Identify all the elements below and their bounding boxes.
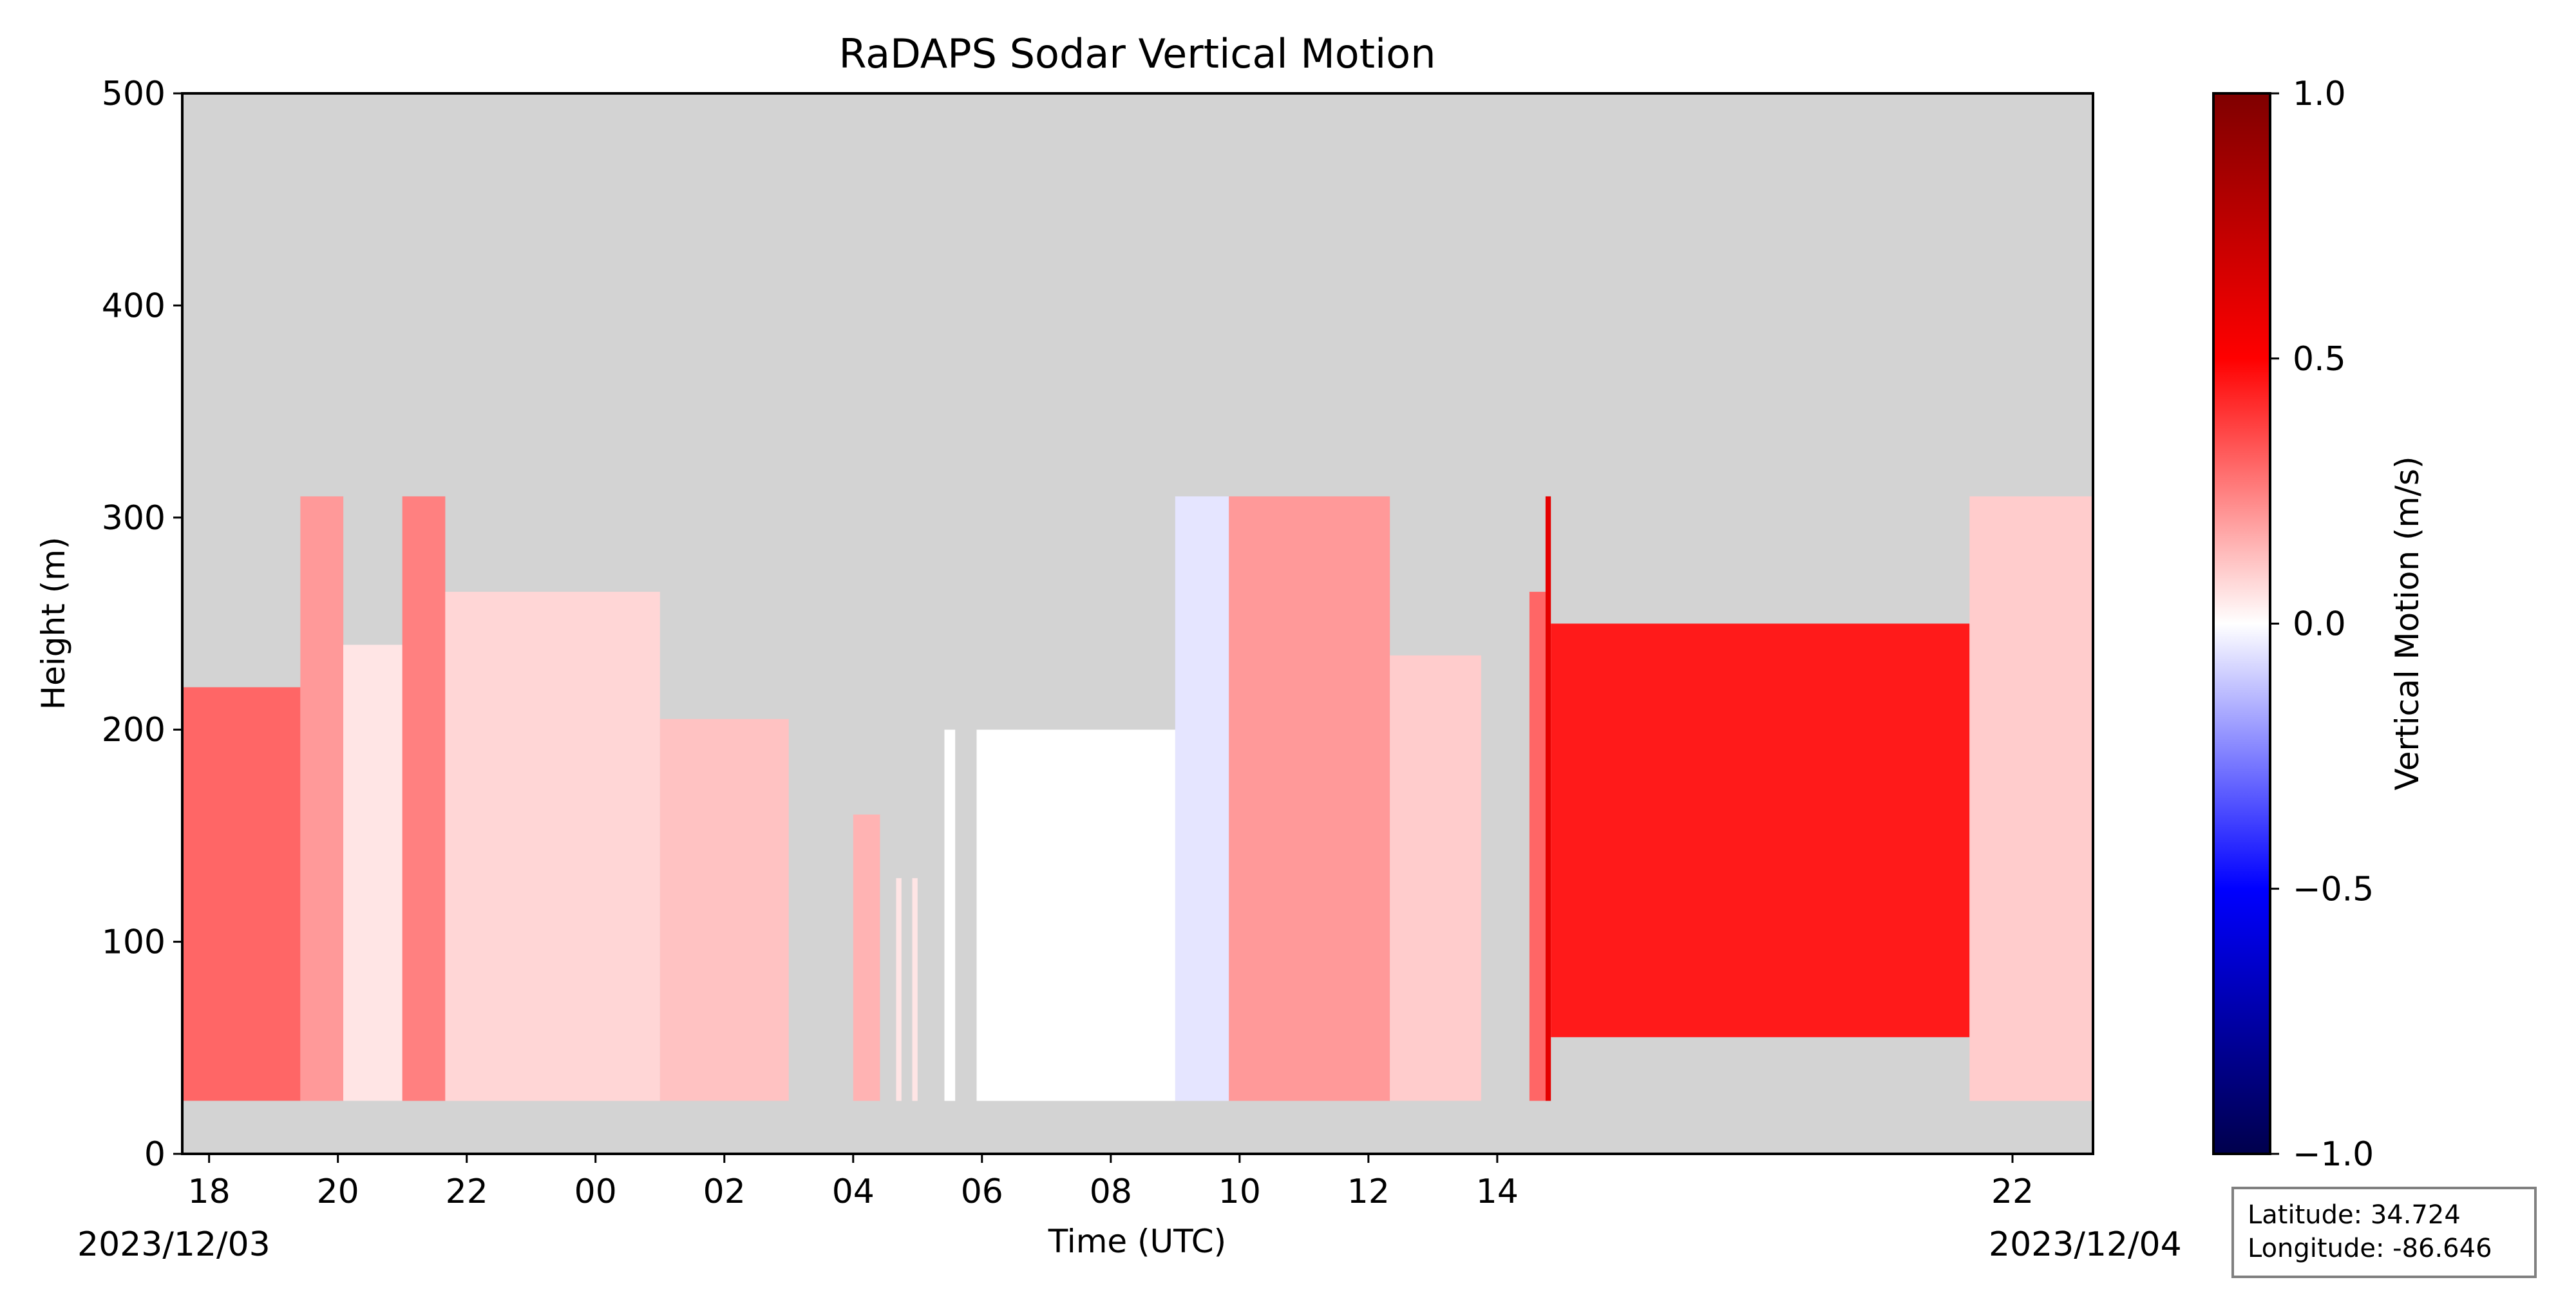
plot-frame bbox=[181, 92, 2094, 1155]
x-tick-label: 14 bbox=[1476, 1173, 1519, 1211]
data-segment-6 bbox=[853, 815, 880, 1101]
y-axis: 0 100 200 300 400 500 bbox=[102, 75, 182, 1174]
data-segment-13 bbox=[1390, 655, 1481, 1101]
y-tick-label: 400 bbox=[102, 287, 166, 325]
data-segment-12 bbox=[1229, 496, 1390, 1101]
x-axis: 18 20 22 00 02 04 06 08 10 12 14 22 bbox=[188, 1154, 2034, 1211]
x-tick-label: 06 bbox=[961, 1173, 1003, 1211]
y-tick-label: 300 bbox=[102, 499, 166, 538]
data-segment-9 bbox=[944, 730, 956, 1101]
colorbar-tick-label: 0.0 bbox=[2293, 605, 2346, 644]
colorbar-tick-label: −0.5 bbox=[2293, 870, 2374, 909]
data-layer bbox=[182, 496, 2093, 1101]
data-segment-14 bbox=[1529, 592, 1546, 1101]
longitude-text: Longitude: -86.646 bbox=[2248, 1234, 2492, 1263]
data-segment-0 bbox=[182, 687, 301, 1101]
chart-title: RaDAPS Sodar Vertical Motion bbox=[838, 30, 1435, 77]
end-date-label: 2023/12/04 bbox=[1989, 1225, 2182, 1264]
x-tick-label: 10 bbox=[1218, 1173, 1261, 1211]
x-tick-label: 18 bbox=[188, 1173, 231, 1211]
y-tick-label: 0 bbox=[144, 1135, 166, 1174]
data-segment-15 bbox=[1545, 496, 1551, 1101]
data-segment-17 bbox=[1969, 496, 2093, 1101]
y-tick-label: 200 bbox=[102, 711, 166, 749]
y-tick-label: 100 bbox=[102, 923, 166, 962]
colorbar-tick-label: 0.5 bbox=[2293, 340, 2346, 379]
data-segment-5 bbox=[659, 719, 789, 1101]
y-tick-label: 500 bbox=[102, 75, 166, 113]
x-tick-label: 04 bbox=[832, 1173, 875, 1211]
colorbar-label: Vertical Motion (m/s) bbox=[2389, 456, 2426, 790]
x-axis-label: Time (UTC) bbox=[1048, 1223, 1226, 1260]
colorbar bbox=[2212, 92, 2271, 1155]
y-axis-label: Height (m) bbox=[35, 537, 72, 710]
colorbar-tick-label: −1.0 bbox=[2293, 1135, 2374, 1174]
data-segment-11 bbox=[1175, 496, 1229, 1101]
x-tick-label: 20 bbox=[317, 1173, 359, 1211]
data-segment-8 bbox=[912, 878, 918, 1101]
data-segment-10 bbox=[976, 730, 1175, 1101]
x-tick-label: 02 bbox=[703, 1173, 746, 1211]
data-segment-2 bbox=[343, 645, 402, 1101]
data-segment-3 bbox=[402, 496, 446, 1101]
colorbar-tick-label: 1.0 bbox=[2293, 75, 2346, 113]
start-date-label: 2023/12/03 bbox=[77, 1225, 270, 1264]
info-box bbox=[2231, 1187, 2537, 1278]
x-tick-label: 22 bbox=[1991, 1173, 2034, 1211]
x-tick-label: 12 bbox=[1347, 1173, 1390, 1211]
data-segment-16 bbox=[1551, 623, 1970, 1037]
data-segment-7 bbox=[896, 878, 902, 1101]
x-tick-label: 22 bbox=[446, 1173, 488, 1211]
latitude-text: Latitude: 34.724 bbox=[2248, 1200, 2461, 1230]
x-tick-label: 08 bbox=[1090, 1173, 1132, 1211]
data-segment-1 bbox=[300, 496, 344, 1101]
x-tick-label: 00 bbox=[574, 1173, 617, 1211]
colorbar-ticks: 1.0 0.5 0.0 −0.5 −1.0 bbox=[2270, 75, 2374, 1174]
data-segment-4 bbox=[445, 592, 660, 1101]
